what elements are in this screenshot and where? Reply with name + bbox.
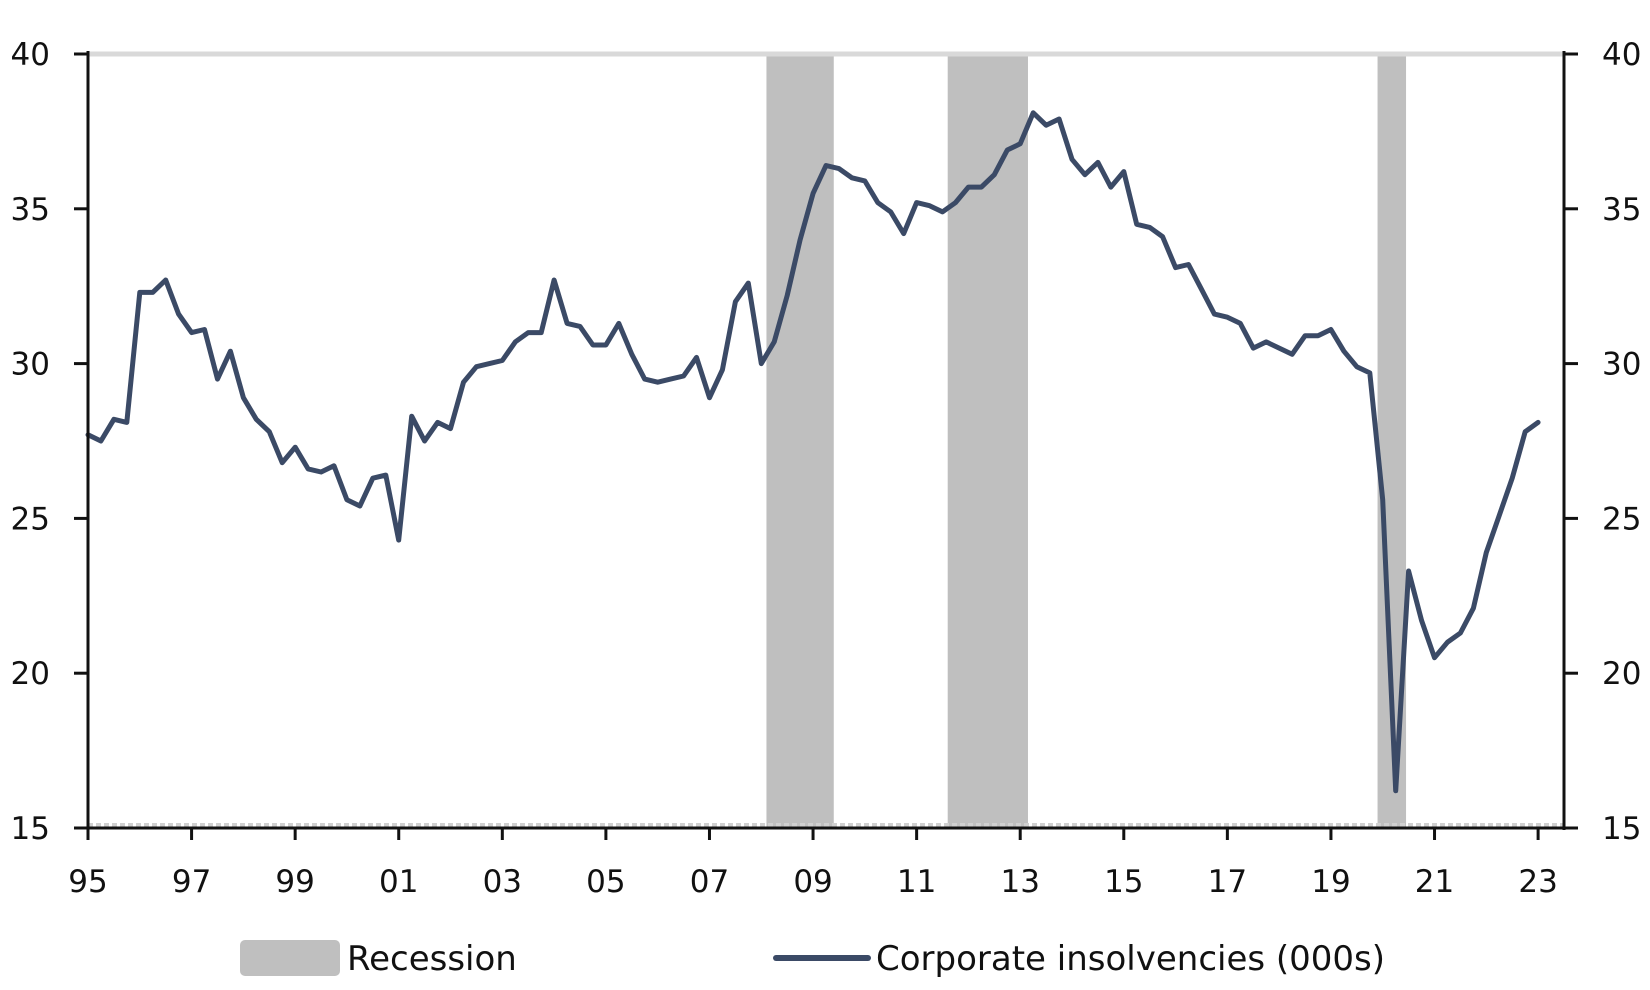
x-tick-label: 23 xyxy=(1518,864,1557,900)
x-tick-label: 21 xyxy=(1415,864,1454,900)
y-tick-label-right: 20 xyxy=(1602,656,1641,692)
y-tick-label-left: 40 xyxy=(11,37,50,73)
x-tick-label: 19 xyxy=(1311,864,1350,900)
x-tick-label: 95 xyxy=(68,864,107,900)
legend-recession-label: Recession xyxy=(347,939,517,979)
x-tick-label: 07 xyxy=(690,864,729,900)
x-tick-label: 03 xyxy=(483,864,522,900)
x-tick-label: 05 xyxy=(586,864,625,900)
series-line-layer xyxy=(85,110,1541,794)
x-tick-label: 09 xyxy=(793,864,832,900)
y-tick-label-left: 25 xyxy=(11,501,50,537)
x-tick-label: 11 xyxy=(897,864,936,900)
x-tick-label: 15 xyxy=(1104,864,1143,900)
y-tick-label-right: 35 xyxy=(1602,192,1641,228)
y-tick-label-right: 40 xyxy=(1602,37,1641,73)
series-line-insolvencies xyxy=(85,110,1541,794)
x-tick-label: 99 xyxy=(275,864,314,900)
y-tick-label-right: 30 xyxy=(1602,347,1641,383)
y-tick-label-left: 15 xyxy=(11,811,50,847)
ticks: 15 15 20 20 25 25 30 30 35 35 40 40 95 97 99 01 03 05 07 09… xyxy=(11,37,1642,900)
x-tick-label: 13 xyxy=(1000,864,1039,900)
x-tick-label: 97 xyxy=(172,864,211,900)
y-tick-label-left: 20 xyxy=(11,656,50,692)
legend-series-label: Corporate insolvencies (000s) xyxy=(876,939,1385,979)
y-tick-label-right: 25 xyxy=(1602,501,1641,537)
axes xyxy=(86,51,1566,830)
x-tick-label: 17 xyxy=(1208,864,1247,900)
x-tick-label: 01 xyxy=(379,864,418,900)
recession-band-2 xyxy=(947,54,1028,828)
y-tick-label-left: 35 xyxy=(11,192,50,228)
y-tick-label-left: 30 xyxy=(11,347,50,383)
legend: Recession Corporate insolvencies (000s) xyxy=(240,939,1385,979)
recession-band-1 xyxy=(766,54,834,828)
legend-recession-swatch xyxy=(240,940,340,976)
y-tick-label-right: 15 xyxy=(1602,811,1641,847)
